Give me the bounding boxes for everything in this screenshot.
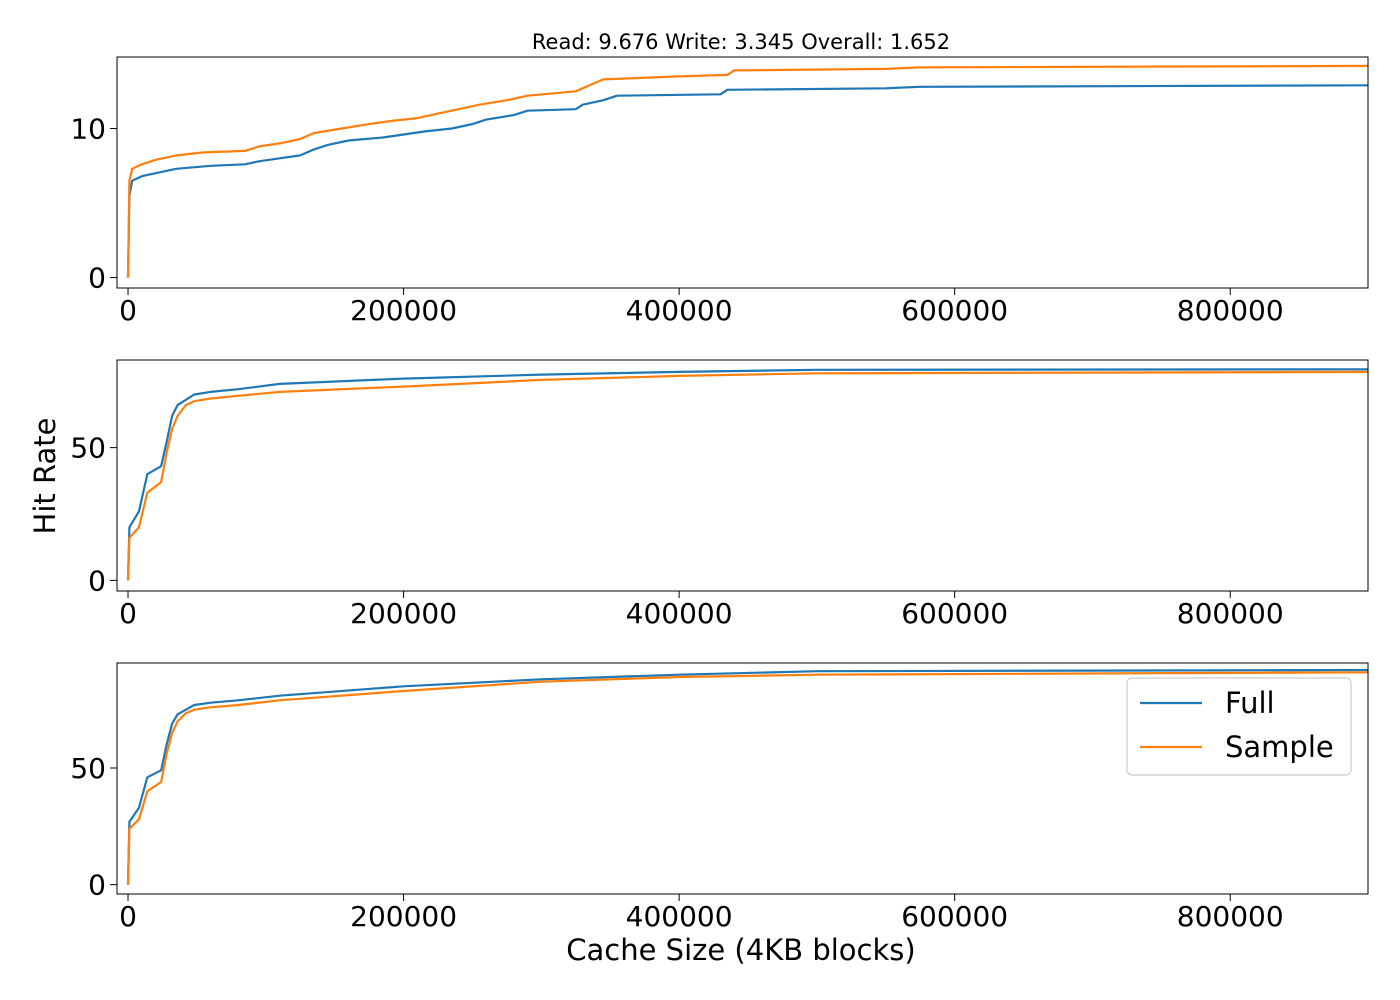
x-tick-label: 200000 — [350, 294, 457, 327]
legend-label-sample: Sample — [1225, 730, 1334, 764]
y-tick-label: 10 — [70, 113, 106, 146]
y-axis-label: Hit Rate — [28, 418, 62, 535]
chart-title: Read: 9.676 Write: 3.345 Overall: 1.652 — [532, 30, 950, 54]
legend-label-full: Full — [1225, 686, 1275, 720]
x-tick-label: 800000 — [1177, 900, 1284, 933]
x-tick-label: 400000 — [626, 900, 733, 933]
x-tick-label: 400000 — [626, 294, 733, 327]
x-tick-label: 600000 — [901, 900, 1008, 933]
panel-top: 0 200000 400000 600000 800000 0 10 — [70, 56, 1369, 327]
x-tick-label: 0 — [119, 597, 137, 630]
y-tick-label: 50 — [70, 432, 106, 465]
series-line-sample-middle — [126, 370, 1368, 581]
x-tick-label: 400000 — [626, 597, 733, 630]
plot-frame-middle — [116, 359, 1369, 592]
series-line-full-middle — [126, 368, 1368, 581]
panel-middle: 0 200000 400000 600000 800000 0 50 — [70, 359, 1369, 630]
x-tick-label: 600000 — [901, 597, 1008, 630]
y-tick-label: 50 — [70, 752, 106, 785]
plot-frame-top — [116, 56, 1369, 289]
x-tick-label: 600000 — [901, 294, 1008, 327]
x-tick-label: 800000 — [1177, 294, 1284, 327]
x-tick-label: 200000 — [350, 900, 457, 933]
series-line-full-top — [126, 84, 1368, 278]
series-line-sample-bottom — [126, 671, 1368, 885]
x-tick-label: 200000 — [350, 597, 457, 630]
x-tick-label: 800000 — [1177, 597, 1284, 630]
legend: Full Sample — [1126, 677, 1352, 776]
x-tick-label: 0 — [119, 900, 137, 933]
series-line-full-bottom — [126, 668, 1368, 885]
panel-bottom: 0 200000 400000 600000 800000 0 50 — [70, 662, 1369, 933]
series-line-sample-top — [126, 64, 1368, 278]
y-tick-label: 0 — [88, 869, 106, 902]
x-tick-label: 0 — [119, 294, 137, 327]
x-axis-label: Cache Size (4KB blocks) — [566, 933, 915, 967]
y-tick-label: 0 — [88, 564, 106, 597]
plot-frame-bottom — [116, 662, 1369, 895]
y-tick-label: 0 — [88, 262, 106, 295]
